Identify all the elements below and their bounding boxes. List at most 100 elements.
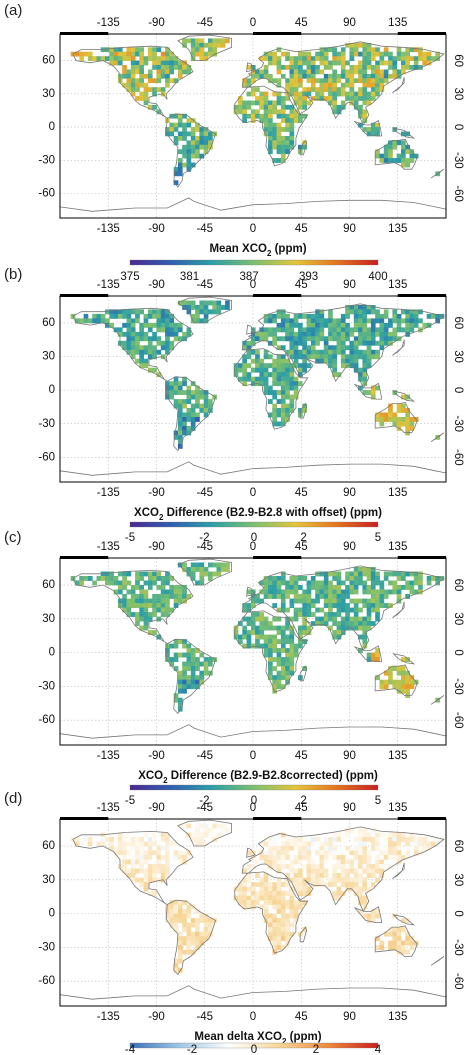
data-cell: [169, 69, 175, 75]
data-cell: [263, 882, 269, 887]
lon-tick-bottom: 135: [388, 223, 407, 235]
data-cell: [388, 940, 393, 946]
data-cell: [345, 345, 350, 351]
data-cell: [276, 616, 282, 622]
data-cell: [259, 634, 265, 640]
data-cell: [126, 598, 132, 604]
data-cell: [208, 399, 213, 404]
data-cell: [323, 868, 329, 874]
data-cell: [353, 51, 359, 57]
data-cell: [392, 412, 398, 418]
data-cell: [306, 354, 312, 360]
data-cell: [362, 859, 368, 865]
data-cell: [177, 403, 183, 409]
data-cell: [109, 51, 114, 57]
data-cell: [130, 837, 136, 842]
data-cell: [186, 327, 192, 333]
data-cell: [147, 846, 153, 851]
data-cell: [139, 868, 144, 874]
data-cell: [405, 657, 410, 662]
data-cell: [250, 358, 256, 364]
data-cell: [375, 327, 380, 333]
lon-tick-top: 90: [343, 802, 356, 814]
data-cell: [173, 927, 179, 932]
data-cell: [242, 381, 247, 387]
data-cell: [280, 589, 286, 595]
data-cell: [276, 918, 282, 923]
lon-tick-top: 135: [388, 541, 407, 553]
coastline: [72, 45, 194, 119]
data-cell: [263, 585, 269, 590]
data-cell: [109, 832, 114, 838]
data-cell: [182, 38, 187, 44]
data-cell: [268, 931, 273, 937]
data-cell: [276, 309, 282, 315]
data-cell: [147, 859, 153, 865]
data-cell: [375, 841, 380, 847]
coastline: [392, 339, 405, 356]
data-cell: [177, 300, 183, 306]
colorbar-tick: 400: [368, 271, 387, 283]
lat-tick-right: -30: [452, 152, 464, 169]
data-cell: [280, 630, 286, 635]
data-cell: [199, 679, 205, 685]
data-cell: [182, 562, 187, 568]
data-cell: [375, 936, 380, 942]
data-cell: [268, 648, 273, 653]
data-cell: [383, 859, 389, 865]
coastline: [392, 653, 416, 665]
data-cell: [173, 922, 179, 928]
data-cell: [276, 630, 282, 635]
data-cell: [199, 56, 205, 61]
data-cell: [195, 945, 200, 951]
data-cell: [388, 666, 393, 671]
data-cell: [388, 679, 393, 685]
data-cell: [362, 78, 368, 84]
data-cell: [285, 931, 290, 937]
data-cell: [328, 846, 333, 851]
data-cell: [375, 657, 380, 662]
data-cell: [392, 580, 398, 586]
data-cell: [328, 87, 333, 92]
data-cell: [190, 417, 196, 422]
data-cell: [293, 855, 299, 860]
data-cell: [182, 376, 187, 382]
data-cell: [362, 309, 368, 315]
data-cell: [199, 47, 205, 53]
data-cell: [186, 412, 192, 418]
data-cell: [135, 594, 140, 599]
data-cell: [280, 96, 286, 101]
data-cell: [405, 149, 410, 155]
lon-tick-top: -90: [148, 541, 165, 553]
data-cell: [135, 51, 140, 57]
data-cell: [268, 113, 273, 119]
data-cell: [310, 340, 316, 346]
data-cell: [375, 91, 380, 97]
data-cell: [182, 390, 187, 395]
data-cell: [323, 345, 329, 351]
data-cell: [220, 305, 226, 310]
data-cell: [195, 922, 200, 928]
data-cell: [165, 78, 170, 84]
data-cell: [358, 571, 363, 577]
data-cell: [336, 336, 342, 342]
data-cell: [246, 639, 252, 644]
data-cell: [401, 318, 406, 324]
data-cell: [401, 56, 406, 61]
data-cell: [396, 832, 402, 838]
lon-tick-bottom: 90: [343, 1011, 356, 1023]
data-cell: [272, 100, 277, 106]
data-cell: [345, 616, 350, 622]
data-cell: [268, 846, 273, 851]
data-cell: [358, 60, 363, 66]
data-cell: [396, 576, 402, 581]
data-cell: [388, 603, 393, 608]
data-cell: [276, 122, 282, 128]
data-cell: [353, 354, 359, 360]
data-cell: [358, 349, 363, 355]
data-cell: [396, 47, 402, 53]
data-cell: [190, 42, 196, 48]
data-cell: [340, 580, 346, 586]
data-cell: [113, 309, 119, 315]
